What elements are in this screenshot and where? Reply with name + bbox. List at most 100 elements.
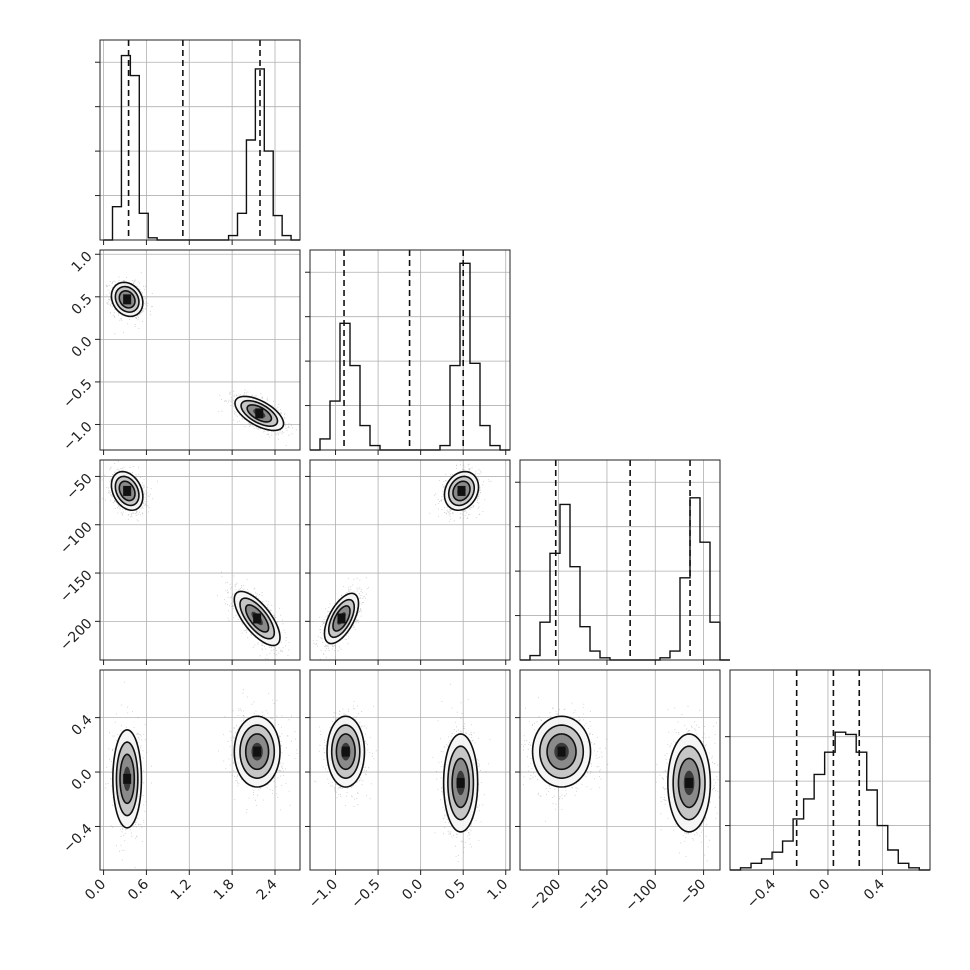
- contour-line: [447, 745, 475, 821]
- contour-line: [452, 480, 471, 502]
- histogram-panel-3: −0.4 0.0 0.4: [725, 669, 931, 912]
- contour-line: [240, 399, 279, 427]
- contour-line: [667, 733, 712, 833]
- histogram-panel-0: [95, 39, 301, 245]
- contour-line: [531, 715, 592, 788]
- contour-line: [233, 590, 281, 647]
- histogram-step-line: [520, 497, 730, 661]
- contour-line: [677, 757, 701, 809]
- contour-peak: [123, 485, 132, 496]
- y-tick-label: −100: [57, 519, 96, 558]
- contour-line: [244, 604, 270, 633]
- scatter-panel-0-3: 0.0 0.6 1.2 1.8 2.4 −0.4 0.0 0.4: [60, 669, 301, 903]
- contour-line: [246, 404, 273, 423]
- panel-content: [314, 683, 491, 862]
- contour-peak: [457, 485, 466, 496]
- contour-line: [451, 757, 470, 809]
- contour-line: [234, 395, 285, 432]
- panel-content: [312, 460, 492, 660]
- y-tick-label: 0.0: [69, 766, 96, 793]
- panel-content: [100, 460, 290, 660]
- panel-content: [104, 681, 298, 868]
- contour-peak: [123, 773, 132, 784]
- histogram-panel-1: [305, 249, 511, 455]
- contour-line: [115, 741, 139, 817]
- x-tick-label: 0.0: [807, 876, 834, 903]
- contour-peak: [253, 746, 262, 757]
- panel-frame: [99, 249, 301, 451]
- x-tick-label: −1.0: [306, 876, 341, 911]
- y-tick-label: 0.5: [69, 291, 96, 318]
- contour-line: [443, 470, 480, 512]
- contour-peak: [557, 746, 566, 757]
- scatter-panel-0-2: −200 −150 −100 −50: [57, 459, 301, 665]
- contour-line: [672, 745, 706, 821]
- contour-peak: [341, 746, 350, 757]
- contour-peak: [253, 613, 262, 624]
- y-tick-label: 0.0: [69, 334, 96, 361]
- contour-line: [239, 597, 276, 640]
- x-tick-label: 0.0: [399, 876, 426, 903]
- x-tick-label: 0.4: [861, 876, 888, 903]
- contour-line: [110, 281, 144, 318]
- x-tick-label: −150: [574, 876, 613, 915]
- panel-frame: [309, 669, 511, 871]
- y-tick-label: 1.0: [69, 249, 96, 276]
- scatter-panel-2-3: −200 −150 −100 −50: [515, 669, 721, 915]
- x-tick-label: −0.5: [348, 876, 383, 911]
- contour-peak: [337, 613, 346, 624]
- y-tick-label: −0.5: [60, 376, 95, 411]
- contour-line: [233, 715, 281, 788]
- scatter-panel-1-3: −1.0 −0.5 0.0 0.5 1.0: [305, 669, 511, 912]
- x-tick-label: 1.2: [168, 876, 195, 903]
- panel-frame: [99, 39, 301, 241]
- x-tick-label: −200: [526, 876, 565, 915]
- y-tick-label: −0.4: [60, 821, 95, 856]
- histogram-step-line: [730, 731, 930, 871]
- x-tick-label: −100: [622, 876, 661, 915]
- y-tick-label: −1.0: [60, 419, 95, 454]
- contour-line: [332, 605, 351, 632]
- x-tick-label: 0.6: [125, 876, 152, 903]
- contour-line: [110, 470, 144, 512]
- contour-line: [447, 475, 476, 507]
- contour-line: [118, 290, 136, 309]
- panel-frame: [519, 459, 721, 661]
- contour-line: [335, 733, 356, 771]
- contour-line: [442, 733, 479, 833]
- contour-peak: [456, 777, 465, 788]
- contour-line: [326, 715, 366, 788]
- panel-frame: [729, 669, 931, 871]
- scatter-panel-1-2: [305, 459, 511, 665]
- y-tick-label: −200: [57, 616, 96, 655]
- panel-frame: [99, 459, 301, 661]
- contour-peak: [685, 777, 694, 788]
- scatter-panel-0-1: −1.0 −0.5 0.0 0.5 1.0: [60, 249, 301, 455]
- contour-line: [239, 724, 276, 779]
- x-tick-label: 1.8: [211, 876, 238, 903]
- contour-line: [114, 475, 140, 507]
- histogram-panel-2: [515, 459, 730, 665]
- contour-line: [118, 480, 136, 502]
- contour-line: [119, 753, 136, 805]
- contour-line: [327, 598, 356, 639]
- contour-line: [244, 733, 270, 771]
- panel-frame: [99, 669, 301, 871]
- panel-content: [105, 272, 297, 446]
- contour-line: [539, 724, 585, 779]
- x-tick-label: 2.4: [254, 876, 281, 903]
- contour-line: [114, 285, 140, 313]
- contour-line: [112, 729, 143, 829]
- panel-frame: [309, 459, 511, 661]
- contour-line: [323, 592, 360, 645]
- y-tick-label: 0.4: [69, 712, 96, 739]
- x-tick-label: 0.0: [82, 876, 109, 903]
- contour-line: [330, 724, 361, 779]
- x-tick-label: 1.0: [484, 876, 511, 903]
- x-tick-label: −0.4: [744, 876, 779, 911]
- panel-frame: [309, 249, 511, 451]
- x-tick-label: −50: [677, 876, 709, 908]
- contour-line: [546, 733, 577, 771]
- contour-peak: [255, 408, 264, 419]
